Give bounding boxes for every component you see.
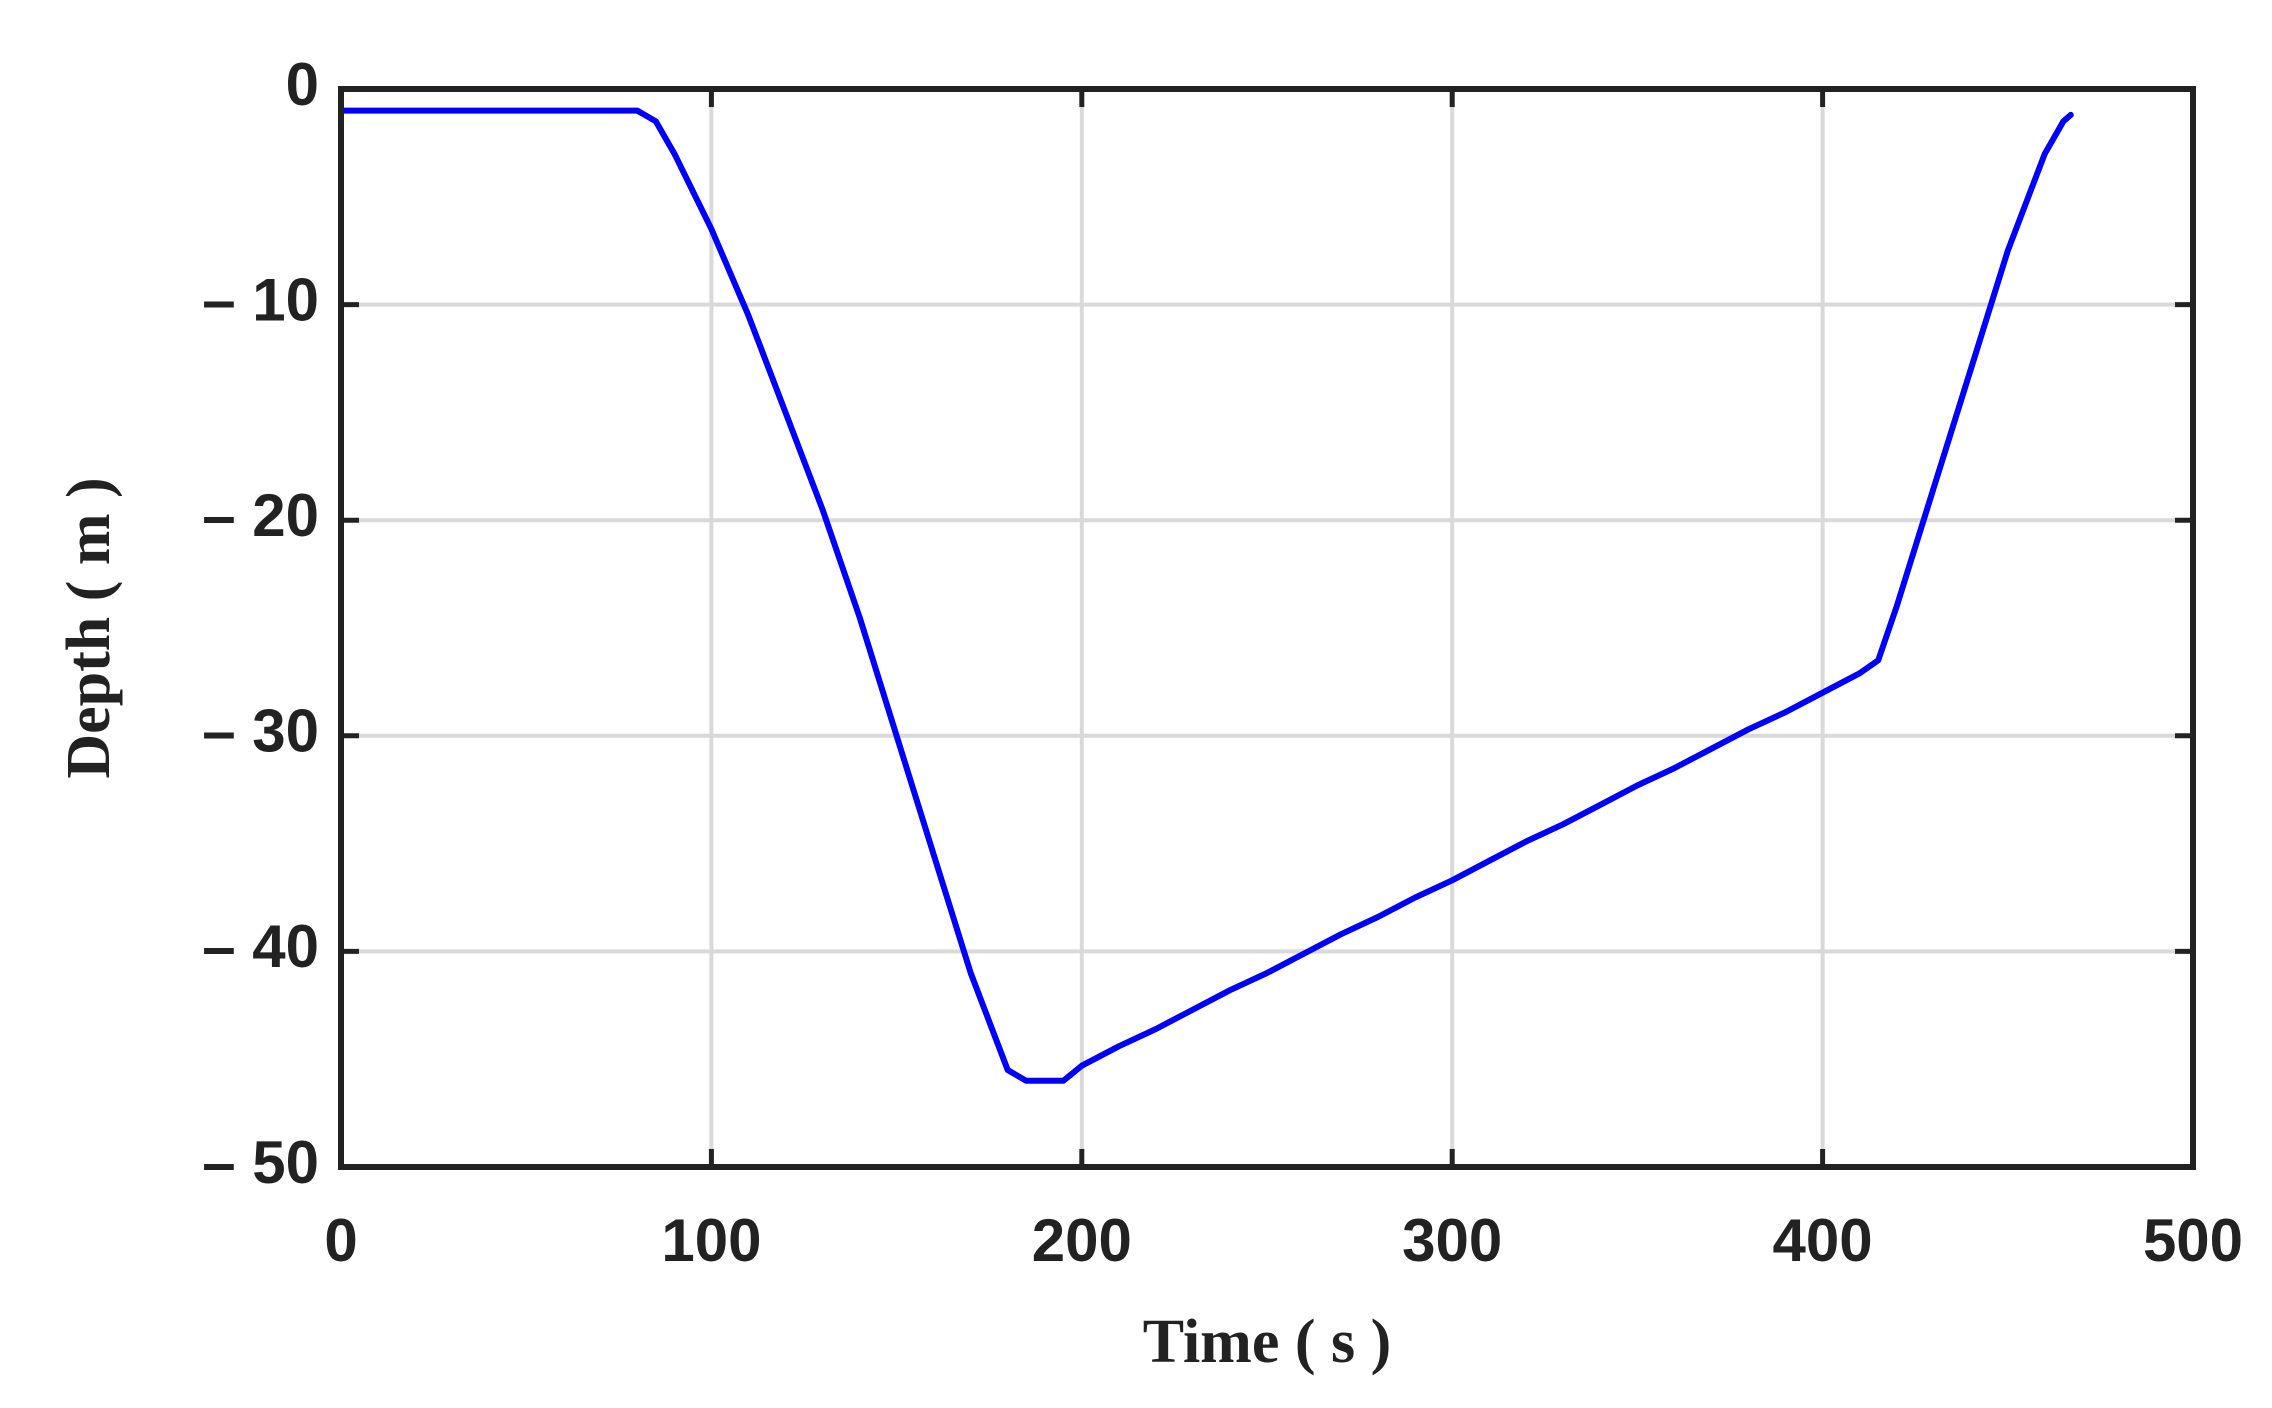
x-tick-label: 0 [324, 1207, 357, 1274]
x-tick-label: 500 [2143, 1207, 2243, 1274]
data-line [338, 107, 2074, 1084]
y-tick-label: – 20 [202, 482, 319, 549]
y-tick-label: 0 [286, 51, 319, 118]
x-tick-label: 200 [1032, 1207, 1132, 1274]
y-tick-label: – 30 [202, 698, 319, 765]
y-tick-label: – 10 [202, 266, 319, 333]
x-tick-label: 300 [1402, 1207, 1502, 1274]
x-tick-label: 100 [661, 1207, 761, 1274]
y-tick-label: – 40 [202, 913, 319, 980]
plot-frame [338, 86, 2196, 1170]
x-tick-label: 400 [1773, 1207, 1873, 1274]
x-axis-label: Time ( s ) [1143, 1308, 1392, 1376]
y-axis-label: Depth ( m ) [55, 477, 123, 778]
y-tick-label: – 50 [202, 1129, 319, 1196]
